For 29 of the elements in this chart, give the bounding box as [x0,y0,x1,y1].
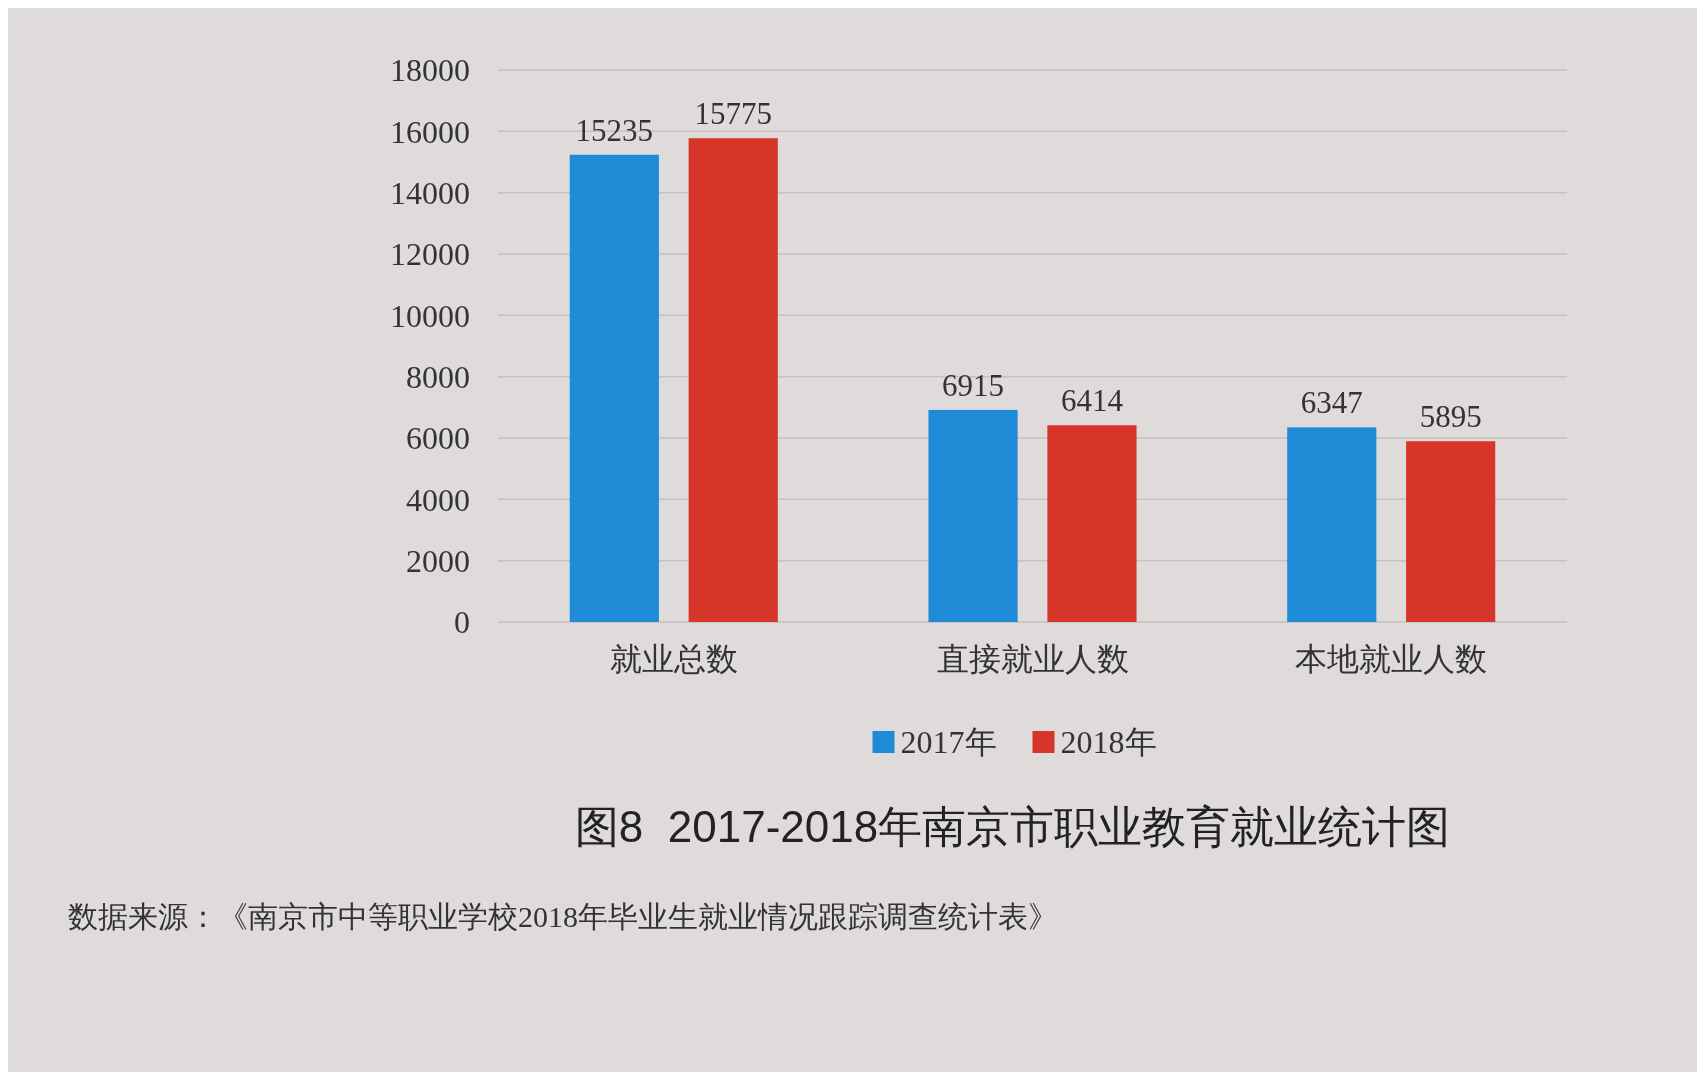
y-tick-label: 10000 [390,297,470,334]
data-label: 6347 [1300,385,1363,421]
x-tick-label: 就业总数 [609,641,738,677]
data-label: 6414 [1060,383,1124,419]
bar [1406,441,1496,622]
y-tick-label: 8000 [406,358,470,395]
y-tick-label: 2000 [406,542,470,579]
y-tick-label: 18000 [390,52,470,89]
bar [1047,425,1137,622]
y-tick-label: 4000 [406,481,470,518]
x-tick-label: 直接就业人数 [936,641,1129,677]
bar [928,409,1018,622]
bar [569,154,659,622]
y-tick-label: 16000 [390,113,470,150]
data-label: 15235 [575,112,654,148]
y-tick-label: 0 [454,604,470,641]
y-tick-label: 6000 [406,420,470,457]
text: 图8 2017-2018年南京市职业教育就业统计图 [574,802,1451,851]
data-label: 15775 [694,96,772,132]
data-label: 5895 [1419,399,1482,435]
legend-label: 2017年 [900,724,997,761]
legend-label: 2018年 [1060,724,1157,761]
source-note: 数据来源：《南京市中等职业学校2018年毕业生就业情况跟踪调查统计表》 [68,900,1058,933]
data-label: 6915 [942,367,1005,403]
x-tick-label: 本地就业人数 [1295,641,1488,677]
bar [688,138,778,622]
bar [1287,427,1377,622]
y-tick-label: 12000 [390,236,470,273]
y-tick-label: 14000 [390,174,470,211]
